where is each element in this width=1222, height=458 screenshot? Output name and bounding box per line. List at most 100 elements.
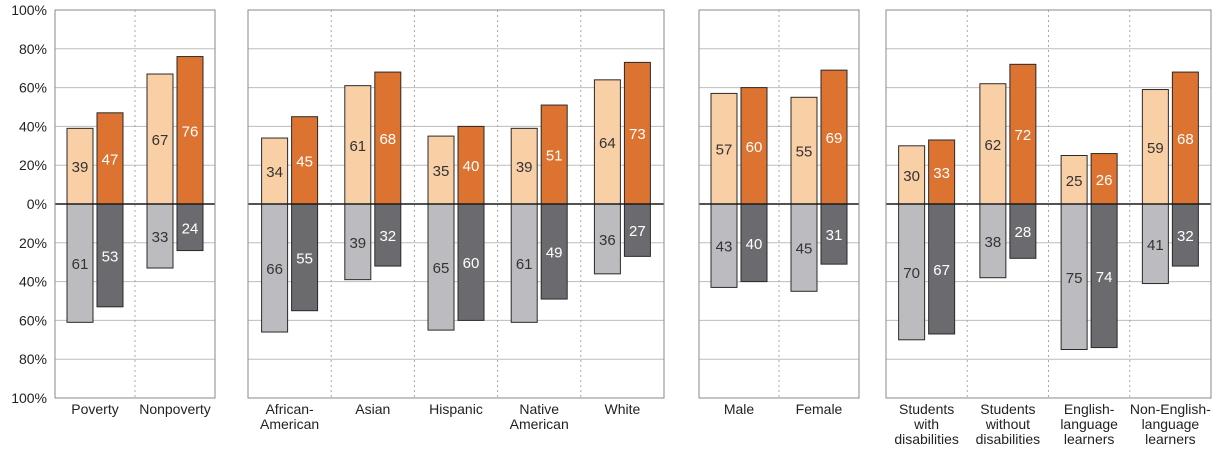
data-label: 60 (746, 139, 763, 156)
category-group: 30 70 33 67 Students with disabilities (894, 139, 959, 447)
bar-above-dark (1009, 63, 1037, 205)
bar-below-dark (928, 203, 956, 335)
bar-below-dark (1090, 203, 1118, 349)
y-axis: 100% 80% 60% 40% 20% 0% 20% 40% 60% 80% 100% (11, 2, 47, 406)
data-label: 26 (1096, 172, 1113, 189)
chart-panels: 39614753Poverty67337624Nonpoverty3466455… (54, 9, 1212, 447)
category-group: 64 36 73 27 White (593, 61, 651, 417)
category-label: Students with disabilities (894, 401, 959, 447)
data-label: 72 (1015, 127, 1032, 144)
category-label: Non-English-language learners (1130, 401, 1211, 447)
bar-above-dark (928, 139, 956, 205)
data-label: 35 (433, 163, 450, 180)
bar-below-dark (291, 203, 319, 312)
category-label-line: Nonpoverty (139, 401, 211, 417)
data-label: 41 (1147, 237, 1164, 254)
bar-above-light (66, 127, 94, 205)
bar-below-light (710, 203, 738, 288)
bar-below-dark (540, 203, 568, 300)
data-label: 45 (296, 153, 313, 170)
panel-frame (247, 9, 665, 399)
data-label: 76 (182, 123, 199, 140)
category-label: Hispanic (429, 401, 483, 417)
category-label: English-language learners (1060, 401, 1118, 447)
bar-above-light (593, 79, 621, 205)
bar-below-dark (1009, 203, 1037, 259)
bar-below-light (146, 203, 174, 269)
data-label: 57 (716, 142, 733, 159)
bar-above-light (427, 135, 455, 205)
category-label-line: learners (1064, 431, 1115, 447)
category-label-line: Male (724, 401, 755, 417)
bar-above-light (1060, 155, 1088, 205)
category-group: 35 65 40 60 Hispanic (427, 125, 485, 417)
data-label: 62 (985, 137, 1002, 154)
category-label-line: American (260, 416, 319, 432)
y-tick-label: 20% (19, 157, 47, 173)
category-label-line: Poverty (71, 401, 118, 417)
category-label-line: White (605, 401, 641, 417)
y-tick-label: 40% (19, 274, 47, 290)
data-label: 55 (296, 250, 313, 267)
category-label-line: Non-English- (1130, 401, 1211, 417)
category-label-line: learners (1145, 431, 1196, 447)
bar-below-light (510, 203, 538, 323)
panel-frame (698, 9, 860, 399)
category-label-line: with (913, 416, 939, 432)
category-label: Asian (355, 401, 390, 417)
data-label: 65 (433, 260, 450, 277)
data-label: 33 (933, 165, 950, 182)
bar-above-light (1141, 89, 1169, 205)
chart-panel: 39 61 47 53 Poverty 67 33 76 24 Nonpoverty (54, 9, 216, 417)
category-label-line: language (1060, 416, 1118, 432)
data-label: 30 (903, 168, 920, 185)
bar-below-dark (1171, 203, 1199, 267)
bar-above-dark (540, 104, 568, 205)
data-label: 61 (349, 138, 366, 155)
y-tick-label: 0% (27, 196, 47, 212)
category-group: 39 61 51 49 Native American (510, 104, 569, 432)
data-label: 32 (1177, 228, 1194, 245)
data-label: 74 (1096, 269, 1113, 286)
data-label: 55 (796, 144, 813, 161)
y-tick-label: 100% (11, 2, 47, 18)
data-label: 33 (152, 229, 169, 246)
y-tick-label: 100% (11, 390, 47, 406)
category-group: 55 45 69 31 Female (790, 69, 848, 417)
data-label: 39 (72, 159, 89, 176)
data-label: 61 (516, 256, 533, 273)
category-label-line: Female (796, 401, 843, 417)
data-label: 53 (102, 248, 119, 265)
bar-below-light (898, 203, 926, 341)
category-label: Native American (510, 401, 569, 432)
category-label-line: American (510, 416, 569, 432)
data-label: 25 (1066, 173, 1083, 190)
data-label: 31 (826, 227, 843, 244)
data-label: 32 (379, 228, 396, 245)
data-label: 70 (903, 265, 920, 282)
bar-above-dark (740, 87, 768, 205)
data-label: 47 (102, 151, 119, 168)
category-label: Nonpoverty (139, 401, 211, 417)
bar-above-dark (176, 56, 204, 205)
bar-above-light (344, 85, 372, 205)
bar-below-dark (374, 203, 402, 267)
bar-above-dark (291, 116, 319, 205)
category-label-line: English- (1064, 401, 1115, 417)
category-label: Female (796, 401, 843, 417)
category-label-line: Students (980, 401, 1035, 417)
bar-below-dark (96, 203, 124, 308)
bar-above-dark (1171, 71, 1199, 205)
data-label: 40 (746, 236, 763, 253)
category-label: White (605, 401, 641, 417)
data-label: 64 (599, 135, 616, 152)
category-group: 62 38 72 28 Students without disabilities (976, 63, 1040, 447)
data-label: 68 (1177, 131, 1194, 148)
category-group: 57 43 60 40 Male (710, 87, 768, 417)
data-label: 28 (1015, 224, 1032, 241)
category-label-line: language (1142, 416, 1200, 432)
bar-below-light (344, 203, 372, 281)
data-label: 59 (1147, 140, 1164, 157)
